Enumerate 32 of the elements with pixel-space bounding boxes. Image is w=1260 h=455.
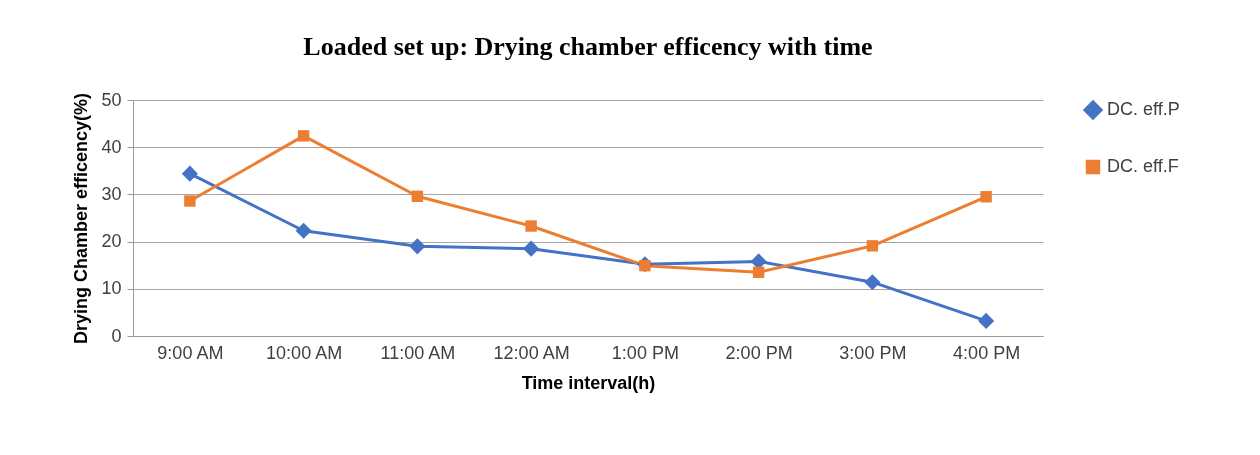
x-tick-label: 10:00 AM: [266, 342, 343, 363]
x-tick-label: 1:00 PM: [611, 342, 679, 363]
x-tick-label: 12:00 AM: [493, 342, 570, 363]
x-tick-label: 3:00 PM: [839, 342, 907, 363]
point: [411, 190, 424, 202]
x-tick-label: 11:00 AM: [380, 342, 456, 363]
chart-title: Loaded set up: Drying chamber efficency with time: [303, 31, 873, 61]
y-tick-label: 10: [101, 278, 122, 299]
y-tick-label: 30: [101, 183, 122, 204]
x-tick-label: 4:00 PM: [953, 342, 1021, 363]
y-tick-label: 40: [101, 136, 122, 157]
legend-label: DC. eff.F: [1107, 156, 1179, 176]
point: [181, 165, 198, 182]
point: [184, 195, 196, 207]
point: [297, 130, 310, 142]
y-tick-label: 20: [101, 231, 122, 252]
point: [864, 274, 881, 291]
point: [866, 240, 879, 252]
x-axis-title: Time interval(h): [521, 372, 656, 393]
x-tick-label: 2:00 PM: [725, 342, 793, 363]
point: [752, 266, 765, 278]
legend-label: DC. eff.P: [1107, 99, 1180, 119]
x-tick-label: 9:00 AM: [157, 342, 224, 363]
y-tick-label: 50: [101, 89, 122, 110]
y-tick-label: 0: [111, 325, 122, 346]
point: [295, 222, 312, 239]
point: [523, 240, 540, 257]
y-axis-title: Drying Chamber efficency(%): [71, 92, 92, 345]
point: [409, 238, 426, 255]
point: [980, 191, 992, 203]
point: [978, 312, 995, 329]
point: [525, 220, 537, 232]
